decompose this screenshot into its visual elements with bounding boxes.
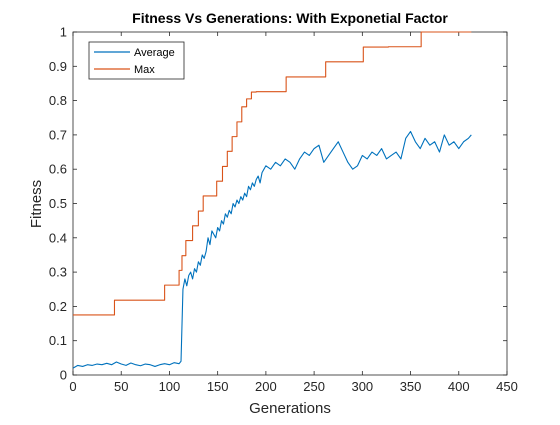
y-tick-label: 0: [60, 368, 67, 383]
x-tick-label: 300: [351, 379, 373, 394]
legend: Average Max: [89, 42, 184, 79]
x-tick-label: 150: [207, 379, 229, 394]
x-tick-label: 50: [114, 379, 128, 394]
y-tick-label: 0.7: [49, 127, 67, 142]
y-tick-label: 0.1: [49, 333, 67, 348]
x-tick-label: 350: [400, 379, 422, 394]
chart-title: Fitness Vs Generations: With Exponetial …: [132, 10, 448, 26]
y-tick-label: 0.4: [49, 230, 67, 245]
legend-label-max: Max: [134, 64, 155, 76]
y-tick-label: 0.9: [49, 59, 67, 74]
y-tick-label: 0.3: [49, 265, 67, 280]
x-tick-label: 400: [448, 379, 470, 394]
y-tick-label: 0.8: [49, 93, 67, 108]
y-axis-label: Fitness: [28, 180, 45, 228]
legend-label-average: Average: [134, 47, 175, 59]
y-tick-label: 1: [60, 25, 67, 40]
x-tick-label: 200: [255, 379, 277, 394]
plot-frame: [73, 32, 507, 375]
x-tick-label: 250: [303, 379, 325, 394]
y-tick-label: 0.6: [49, 162, 67, 177]
plot-area: [73, 32, 507, 375]
y-tick-label: 0.2: [49, 299, 67, 314]
x-tick-label: 0: [69, 379, 76, 394]
x-tick-label: 450: [496, 379, 518, 394]
y-tick-label: 0.5: [49, 196, 67, 211]
x-axis-label: Generations: [249, 400, 331, 417]
x-tick-label: 100: [159, 379, 181, 394]
